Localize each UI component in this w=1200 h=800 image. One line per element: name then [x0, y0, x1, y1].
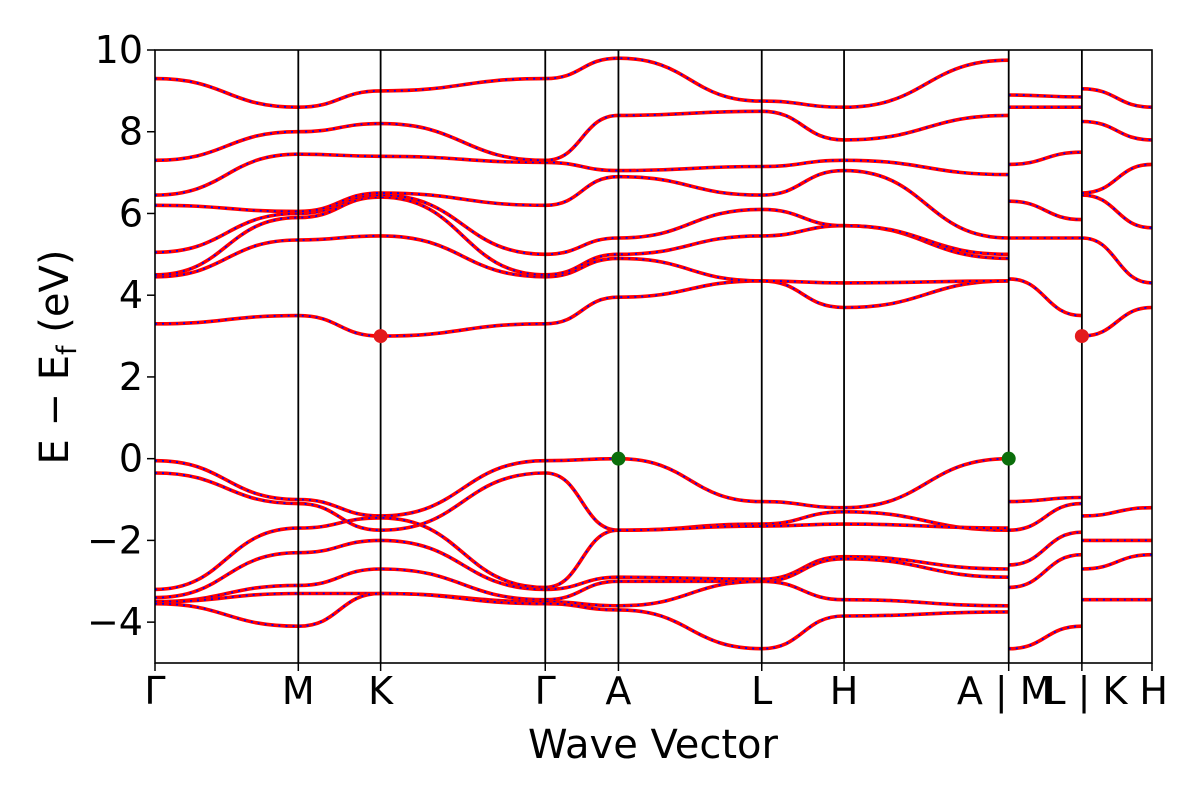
band-line-spin-up-6 [155, 591, 1009, 651]
band-line-spin-up-10 [155, 193, 1009, 257]
band-line-spin-down-11 [155, 169, 1009, 239]
band-line-spin-down-28 [1081, 553, 1152, 570]
x-tick-label-0: Γ [144, 669, 165, 713]
y-tick-label-4: 4 [119, 273, 143, 317]
band-line-spin-down-0 [155, 457, 1009, 517]
x-tick-label-3: Γ [535, 669, 556, 713]
band-line-spin-up-23 [1008, 150, 1082, 167]
band-line-spin-up-8 [155, 234, 1009, 285]
band-line-spin-down-4 [155, 557, 1009, 603]
band-line-spin-up-18 [1008, 552, 1082, 590]
band-line-spin-up-16 [1008, 501, 1082, 532]
band-line-spin-down-25 [1008, 94, 1082, 98]
y-tick-label-3: 2 [119, 355, 143, 399]
y-axis-title-main: E − E [32, 355, 78, 465]
y-axis-title-unit: (eV) [32, 250, 78, 346]
band-line-spin-up-7 [155, 279, 1009, 338]
vbm-marker-2 [611, 451, 626, 466]
y-tick-label-5: 6 [119, 191, 143, 235]
band-line-spin-down-20 [1008, 278, 1082, 317]
band-line-spin-up-0 [155, 456, 1009, 518]
vbm-marker-3 [1001, 451, 1016, 466]
band-line-spin-down-31 [1081, 237, 1152, 284]
band-line-spin-up-17 [1008, 530, 1082, 567]
band-line-spin-down-7 [155, 279, 1009, 338]
high-symmetry-lines [297, 50, 1083, 663]
y-tick-label-7: 10 [95, 28, 143, 72]
band-line-spin-down-15 [1008, 496, 1082, 503]
x-tick-label-1: M [282, 669, 315, 713]
band-line-spin-down-17 [1008, 531, 1082, 566]
band-line-spin-up-19 [1008, 624, 1082, 651]
y-axis-title-subscript: f [52, 344, 83, 355]
band-line-spin-down-35 [1081, 87, 1152, 109]
y-axis: −4 −2 0 2 4 6 8 10 [87, 28, 155, 644]
bands-layer [155, 56, 1152, 651]
band-line-spin-up-22 [1008, 199, 1082, 222]
y-tick-label-0: −4 [87, 600, 143, 644]
y-tick-label-1: −2 [87, 518, 143, 562]
band-line-spin-down-1 [155, 472, 1009, 532]
band-line-spin-up-33 [1081, 162, 1152, 195]
y-axis-title: E − Ef (eV) [32, 250, 83, 465]
x-tick-label-2: K [368, 669, 394, 713]
plot-frame [154, 49, 1153, 664]
x-tick-label-5: L [751, 669, 772, 713]
band-line-spin-up-32 [1081, 193, 1152, 230]
extrema-markers [373, 329, 1089, 466]
x-axis-title: Wave Vector [528, 722, 779, 768]
band-line-spin-down-26 [1081, 506, 1152, 517]
band-line-spin-down-14 [155, 57, 1009, 109]
x-tick-label-6: H [830, 669, 859, 713]
y-tick-label-6: 8 [119, 110, 143, 154]
band-line-spin-up-30 [1081, 305, 1152, 338]
x-tick-label-4: A [605, 669, 631, 713]
band-line-spin-up-13 [155, 109, 1009, 163]
x-tick-label-9: H [1139, 669, 1168, 713]
band-line-spin-down-8 [155, 234, 1009, 284]
band-line-spin-down-23 [1008, 151, 1082, 166]
band-line-spin-down-18 [1008, 553, 1082, 589]
band-line-spin-down-5 [155, 580, 1009, 607]
cbm-marker-0 [373, 329, 388, 344]
band-line-spin-up-14 [155, 56, 1009, 109]
x-tick-label-8: L | K [1044, 669, 1128, 714]
y-tick-label-2: 0 [119, 437, 143, 481]
band-line-spin-up-9 [155, 195, 1009, 277]
x-tick-label-7: A | M [957, 669, 1053, 714]
band-line-spin-down-34 [1081, 120, 1152, 141]
cbm-marker-1 [1074, 329, 1089, 344]
